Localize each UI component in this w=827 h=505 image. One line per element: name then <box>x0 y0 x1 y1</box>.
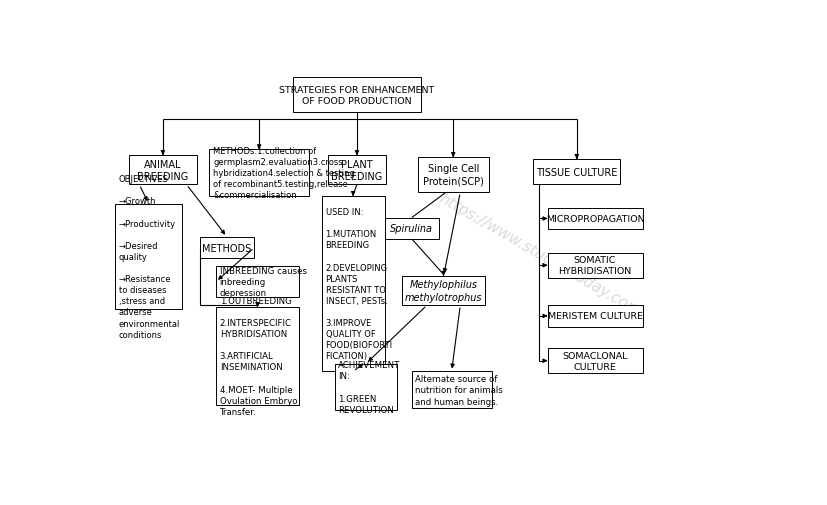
FancyBboxPatch shape <box>216 267 299 298</box>
FancyBboxPatch shape <box>129 156 196 185</box>
Text: Single Cell
Protein(SCP): Single Cell Protein(SCP) <box>423 164 483 186</box>
Text: ANIMAL
BREEDING: ANIMAL BREEDING <box>137 159 189 182</box>
FancyBboxPatch shape <box>384 218 438 239</box>
Text: Alternate source of
nutrition for animals
and human beings.: Alternate source of nutrition for animal… <box>415 375 503 406</box>
FancyBboxPatch shape <box>293 78 421 113</box>
FancyBboxPatch shape <box>115 205 182 310</box>
FancyBboxPatch shape <box>533 160 619 185</box>
Text: STRATEGIES FOR ENHANCEMENT
OF FOOD PRODUCTION: STRATEGIES FOR ENHANCEMENT OF FOOD PRODU… <box>279 85 434 106</box>
Text: Methylophilus
methylotrophus: Methylophilus methylotrophus <box>404 280 482 302</box>
Text: SOMATIC
HYBRIDISATION: SOMATIC HYBRIDISATION <box>557 256 631 276</box>
Text: 1.OUTBREEDING

2.INTERSPECIFIC
HYBRIDISATION

3.ARTIFICIAL
INSEMINATION

4.MOET-: 1.OUTBREEDING 2.INTERSPECIFIC HYBRIDISAT… <box>219 296 297 416</box>
Text: PLANT
BREEDING: PLANT BREEDING <box>331 159 382 182</box>
FancyBboxPatch shape <box>401 276 485 306</box>
Text: METHODs:1.collection of
germplasm2.evaluation3.cross
hybridization4.selection & : METHODs:1.collection of germplasm2.evalu… <box>213 147 355 200</box>
Text: MERISTEM CULTURE: MERISTEM CULTURE <box>547 312 642 321</box>
FancyBboxPatch shape <box>327 156 385 185</box>
Text: MICROPROPAGATION: MICROPROPAGATION <box>545 215 643 224</box>
FancyBboxPatch shape <box>547 209 642 230</box>
Text: Spirulina: Spirulina <box>390 224 433 234</box>
FancyBboxPatch shape <box>209 150 308 196</box>
FancyBboxPatch shape <box>322 196 384 372</box>
Text: METHODS: METHODS <box>202 243 251 253</box>
FancyBboxPatch shape <box>216 308 299 405</box>
Text: TISSUE CULTURE: TISSUE CULTURE <box>535 167 617 177</box>
Text: OBJECTIVES

→Growth

→Productivity

→Desired
quality

→Resistance
to diseases
,s: OBJECTIVES →Growth →Productivity →Desire… <box>119 175 180 339</box>
Text: ACHIEVEMENT
IN:

1.GREEN
REVOLUTION: ACHIEVEMENT IN: 1.GREEN REVOLUTION <box>338 361 400 414</box>
FancyBboxPatch shape <box>547 253 642 278</box>
FancyBboxPatch shape <box>547 348 642 374</box>
FancyBboxPatch shape <box>411 372 491 409</box>
FancyBboxPatch shape <box>418 158 488 193</box>
FancyBboxPatch shape <box>547 306 642 327</box>
Text: INBREEDING causes
inbreeding
depression: INBREEDING causes inbreeding depression <box>219 267 306 298</box>
Text: SOMACLONAL
CULTURE: SOMACLONAL CULTURE <box>562 351 627 371</box>
FancyBboxPatch shape <box>334 364 397 411</box>
Text: USED IN:

1.MUTATION
BREEDING

2.DEVELOPING
PLANTS
RESISTANT TO
INSECT, PESTs.

: USED IN: 1.MUTATION BREEDING 2.DEVELOPIN… <box>325 208 392 361</box>
FancyBboxPatch shape <box>199 237 254 259</box>
Text: https://www.studiestoday.com: https://www.studiestoday.com <box>436 191 643 319</box>
